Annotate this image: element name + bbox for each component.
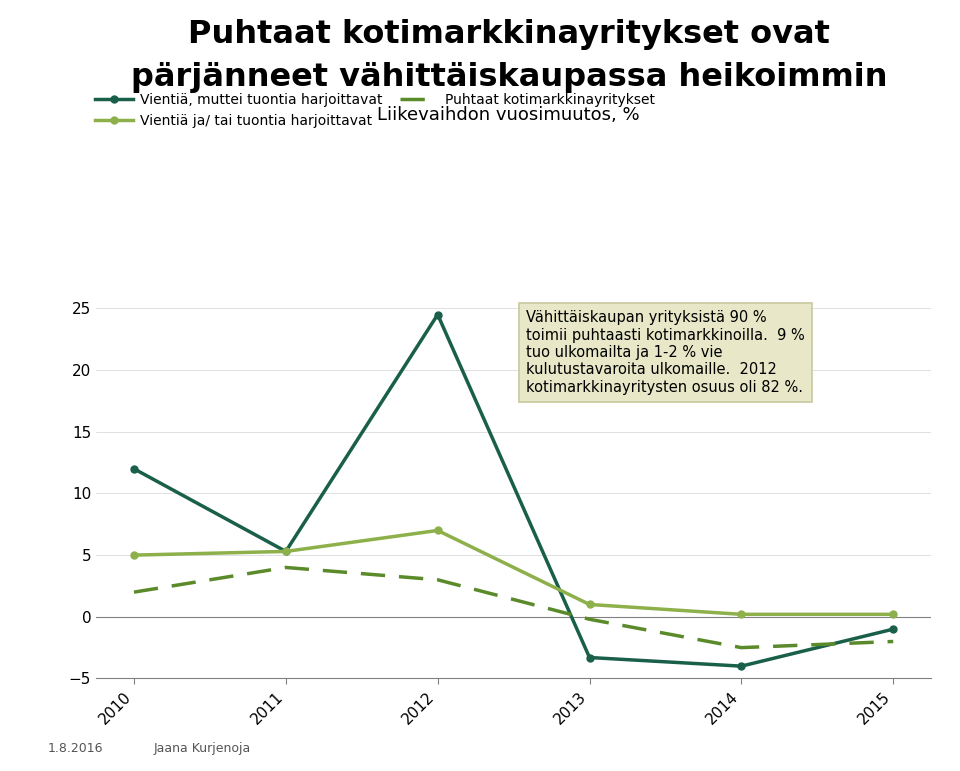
Text: Jaana Kurjenoja: Jaana Kurjenoja [154, 742, 251, 755]
Text: pärjänneet vähittäiskaupassa heikoimmin: pärjänneet vähittäiskaupassa heikoimmin [131, 62, 887, 93]
Text: Puhtaat kotimarkkinayritykset ovat: Puhtaat kotimarkkinayritykset ovat [188, 19, 829, 50]
Text: Vähittäiskaupan yrityksistä 90 %
toimii puhtaasti kotimarkkinoilla.  9 %
tuo ulk: Vähittäiskaupan yrityksistä 90 % toimii … [526, 310, 804, 395]
Legend: Vientiä, muttei tuontia harjoittavat, Vientiä ja/ tai tuontia harjoittavat, Puht: Vientiä, muttei tuontia harjoittavat, Vi… [95, 93, 656, 128]
Text: 1.8.2016: 1.8.2016 [48, 742, 104, 755]
Text: Liikevaihdon vuosimuutos, %: Liikevaihdon vuosimuutos, % [377, 106, 640, 124]
